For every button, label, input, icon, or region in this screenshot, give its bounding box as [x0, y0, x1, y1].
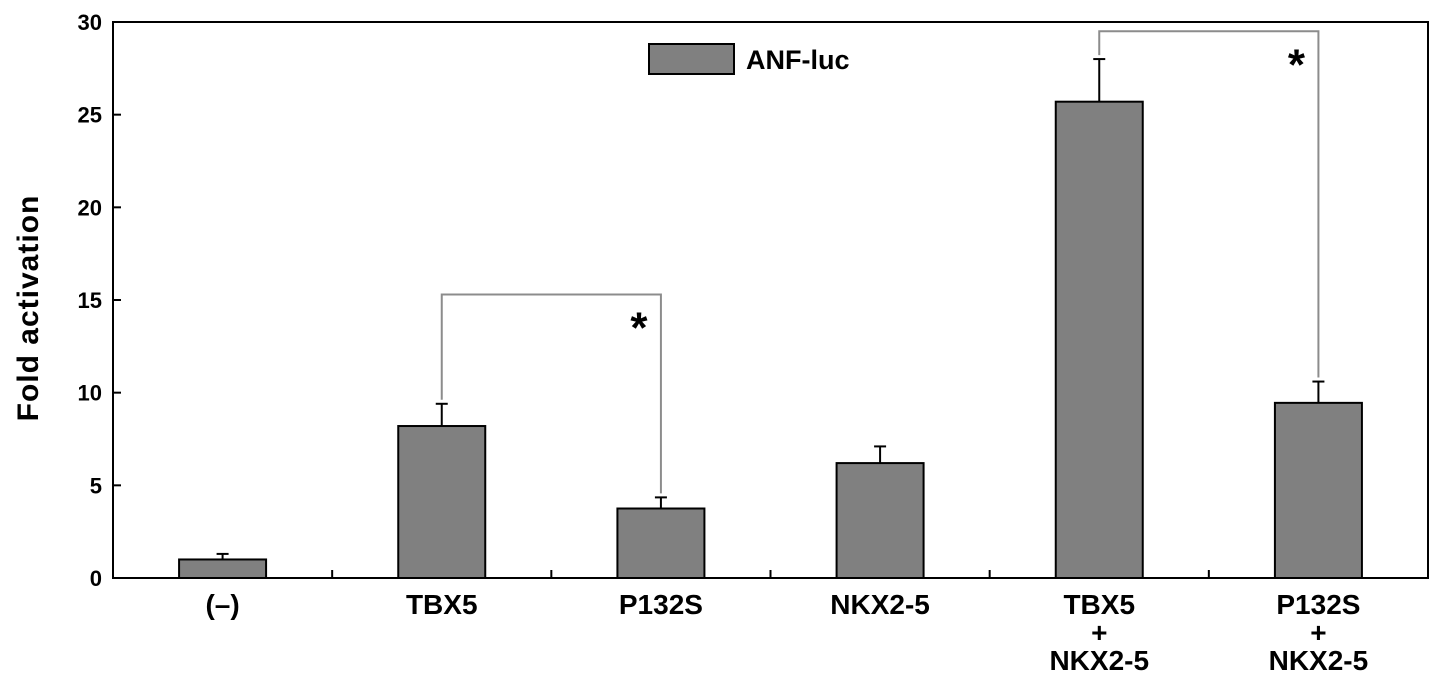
x-tick-label: NKX2-5 — [1049, 645, 1149, 676]
legend: ANF-luc — [648, 43, 850, 75]
significance-star: * — [630, 303, 648, 352]
x-tick-label: NKX2-5 — [1269, 645, 1369, 676]
x-tick-label: TBX5 — [1063, 589, 1135, 620]
y-axis: 0 5 10 15 20 25 30 — [78, 10, 121, 591]
y-tick-label: 10 — [78, 381, 102, 406]
y-tick-label: 30 — [78, 10, 102, 35]
x-tick-label: (–) — [205, 589, 239, 620]
significance-bracket — [1098, 30, 1320, 378]
bar — [616, 507, 706, 579]
bars — [178, 58, 1363, 580]
significance-star: * — [1288, 40, 1306, 89]
y-tick-label: 5 — [90, 473, 102, 498]
x-tick-label: P132S — [1276, 589, 1360, 620]
significance-annotations: ** — [440, 30, 1320, 494]
y-tick-label: 0 — [90, 566, 102, 591]
plot-border — [112, 21, 1429, 579]
x-tick-label: P132S — [619, 589, 703, 620]
bar — [397, 425, 487, 579]
y-tick-label: 25 — [78, 103, 102, 128]
x-tick-label: + — [1091, 617, 1107, 648]
bar — [178, 558, 268, 580]
x-tick-label: + — [1310, 617, 1326, 648]
y-tick-label: 15 — [78, 288, 102, 313]
y-tick-label: 20 — [78, 195, 102, 220]
bar — [835, 462, 925, 579]
legend-label: ANF-luc — [746, 45, 850, 75]
x-tick-label: NKX2-5 — [830, 589, 930, 620]
y-axis-label: Fold activation — [12, 195, 45, 422]
significance-bracket — [440, 293, 662, 494]
x-tick-label: TBX5 — [406, 589, 478, 620]
plot-area — [112, 21, 1429, 579]
legend-swatch — [648, 43, 735, 75]
x-axis: (–) TBX5 P132S NKX2-5 TBX5+NKX2-5P132S+NKX2-… — [205, 570, 1368, 676]
bar — [1273, 401, 1363, 579]
bar — [1054, 100, 1144, 580]
